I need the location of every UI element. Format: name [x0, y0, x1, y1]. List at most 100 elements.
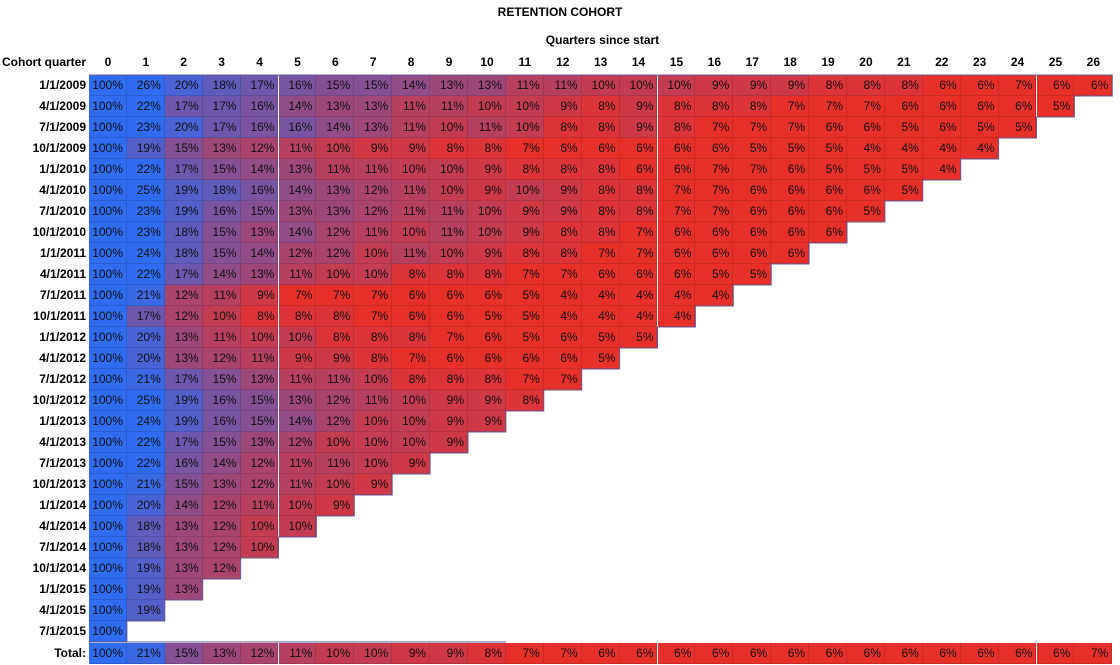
- cohort-cell: 15%: [202, 222, 241, 243]
- cohort-cell: 19%: [164, 390, 203, 411]
- cohort-cell: 8%: [809, 75, 847, 96]
- column-header: 20: [859, 55, 873, 69]
- cohort-cell: 12%: [202, 348, 241, 369]
- cohort-cell: 100%: [89, 411, 127, 432]
- total-cell: 6%: [771, 643, 810, 664]
- total-cell: 6%: [922, 643, 961, 664]
- cohort-cell: 100%: [89, 264, 127, 285]
- cohort-cell: 4%: [884, 138, 923, 159]
- cohort-cell: 6%: [468, 348, 506, 369]
- cohort-cell: 19%: [164, 411, 203, 432]
- cohort-cell: 6%: [543, 327, 582, 348]
- cohort-cell: 8%: [468, 138, 506, 159]
- cohort-cell: 6%: [695, 222, 734, 243]
- cohort-cell: 13%: [354, 96, 393, 117]
- cohort-cell: 15%: [354, 75, 393, 96]
- cohort-cell: 10%: [354, 243, 393, 264]
- cohort-cell: 13%: [240, 432, 279, 453]
- row-label: 7/1/2012: [39, 372, 86, 386]
- cohort-cell: 5%: [809, 159, 847, 180]
- cohort-cell: 6%: [657, 159, 696, 180]
- column-header: 2: [180, 55, 188, 69]
- column-header: 12: [556, 55, 570, 69]
- row-label: 7/1/2011: [39, 288, 86, 302]
- cohort-cell: 12%: [240, 138, 279, 159]
- cohort-cell: 17%: [164, 264, 203, 285]
- cohort-cell: 11%: [278, 369, 317, 390]
- cohort-cell: 21%: [126, 369, 165, 390]
- cohort-cell: 16%: [202, 411, 241, 432]
- cohort-cell: 13%: [202, 474, 241, 495]
- total-cell: 8%: [468, 643, 506, 664]
- cohort-cell: 100%: [89, 138, 127, 159]
- cohort-cell: 11%: [354, 159, 393, 180]
- total-cell: 6%: [733, 643, 772, 664]
- cohort-cell: 17%: [240, 75, 279, 96]
- cohort-cell: 10%: [430, 243, 468, 264]
- cohort-cell: 11%: [392, 117, 431, 138]
- column-header: 25: [1048, 55, 1063, 69]
- cohort-cell: 8%: [468, 264, 506, 285]
- cohort-cell: 11%: [392, 96, 431, 117]
- column-header: 19: [821, 55, 835, 69]
- cohort-cell: 20%: [164, 75, 203, 96]
- cohort-cell: 7%: [354, 285, 393, 306]
- cohort-cell: 10%: [505, 96, 544, 117]
- cohort-cell: 8%: [392, 327, 431, 348]
- cohort-cell: 10%: [354, 369, 393, 390]
- cohort-cell: 6%: [543, 348, 582, 369]
- cohort-cell: 6%: [1074, 75, 1113, 96]
- cohort-cell: 5%: [884, 117, 923, 138]
- cohort-cell: 14%: [202, 264, 241, 285]
- column-header: 8: [407, 55, 415, 69]
- row-label: 10/1/2013: [32, 477, 86, 491]
- cohort-cell: 24%: [126, 243, 165, 264]
- cohort-cell: 9%: [316, 348, 355, 369]
- cohort-cell: 6%: [884, 96, 923, 117]
- cohort-cell: 6%: [922, 96, 961, 117]
- row-label: 4/1/2015: [39, 603, 86, 617]
- cohort-cell: 5%: [1036, 96, 1075, 117]
- cohort-cell: 5%: [505, 285, 544, 306]
- cohort-cell: 13%: [164, 348, 203, 369]
- cohort-cell: 6%: [733, 180, 772, 201]
- cohort-cell: 4%: [619, 285, 658, 306]
- cohort-cell: 7%: [392, 348, 431, 369]
- cohort-cell: 11%: [543, 75, 582, 96]
- column-header: 3: [218, 55, 225, 69]
- cohort-cell: 8%: [543, 243, 582, 264]
- cohort-cell: 8%: [657, 117, 696, 138]
- cohort-cell: 8%: [430, 264, 468, 285]
- cohort-cell: 6%: [619, 264, 658, 285]
- cohort-cell: 10%: [392, 432, 431, 453]
- cohort-cell: 100%: [89, 201, 127, 222]
- chart-title: RETENTION COHORT: [497, 5, 623, 19]
- cohort-cell: 7%: [657, 180, 696, 201]
- cohort-cell: 13%: [164, 537, 203, 558]
- cohort-cell: 17%: [164, 96, 203, 117]
- column-header: 17: [745, 55, 759, 69]
- cohort-cell: 12%: [202, 537, 241, 558]
- total-cell: 6%: [847, 643, 885, 664]
- cohort-cell: 18%: [202, 180, 241, 201]
- cohort-cell: 19%: [126, 579, 165, 600]
- row-header-label: Cohort quarter: [2, 55, 86, 69]
- column-header: 16: [707, 55, 722, 69]
- cohort-cell: 8%: [695, 96, 734, 117]
- cohort-cell: 6%: [771, 243, 810, 264]
- cohort-cell: 11%: [468, 117, 506, 138]
- cohort-cell: 5%: [998, 117, 1037, 138]
- cohort-cell: 15%: [316, 75, 355, 96]
- cohort-cell: 16%: [240, 117, 279, 138]
- cohort-cell: 5%: [695, 264, 734, 285]
- cohort-cell: 6%: [847, 117, 885, 138]
- cohort-cell: 10%: [392, 411, 431, 432]
- cohort-cell: 16%: [240, 96, 279, 117]
- cohort-cell: 100%: [89, 96, 127, 117]
- cohort-cell: 4%: [695, 285, 734, 306]
- cohort-cell: 7%: [771, 117, 810, 138]
- cohort-cell: 18%: [202, 75, 241, 96]
- cohort-cell: 20%: [126, 495, 165, 516]
- cohort-cell: 10%: [316, 138, 355, 159]
- cohort-cell: 4%: [847, 138, 885, 159]
